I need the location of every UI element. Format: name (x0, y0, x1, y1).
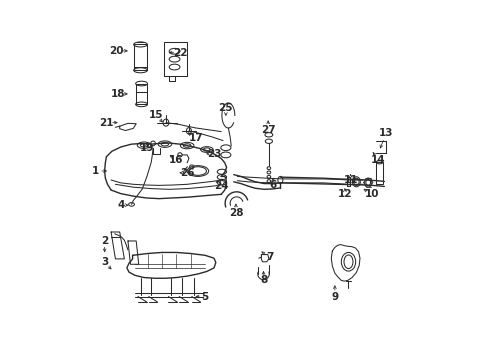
Text: 19: 19 (140, 143, 154, 153)
Text: 10: 10 (364, 189, 378, 199)
Text: 6: 6 (269, 180, 276, 190)
Text: 9: 9 (331, 292, 338, 302)
Text: 2: 2 (101, 236, 108, 246)
Text: 16: 16 (169, 155, 183, 165)
Bar (133, 44, 147, 70)
Bar (135, 84, 147, 104)
Text: 1: 1 (92, 166, 99, 176)
Text: 13: 13 (378, 129, 393, 138)
Text: 8: 8 (259, 275, 266, 285)
Text: 11: 11 (343, 175, 357, 185)
Text: 23: 23 (206, 149, 221, 159)
Text: 18: 18 (111, 89, 125, 99)
Text: 25: 25 (218, 103, 233, 113)
Text: 28: 28 (228, 208, 243, 218)
Text: 22: 22 (172, 48, 187, 58)
Text: 21: 21 (99, 118, 113, 128)
Text: 3: 3 (101, 257, 108, 267)
Text: 17: 17 (188, 133, 203, 143)
Text: 4: 4 (117, 200, 124, 210)
Text: 20: 20 (109, 46, 123, 56)
Text: 12: 12 (337, 189, 351, 199)
Text: 14: 14 (370, 155, 385, 165)
Text: 15: 15 (148, 111, 163, 121)
Text: 26: 26 (180, 168, 194, 178)
Bar (376, 162, 382, 184)
Text: 27: 27 (260, 125, 275, 135)
Text: 24: 24 (214, 181, 229, 191)
Text: 7: 7 (265, 252, 273, 262)
Text: 5: 5 (201, 292, 208, 302)
